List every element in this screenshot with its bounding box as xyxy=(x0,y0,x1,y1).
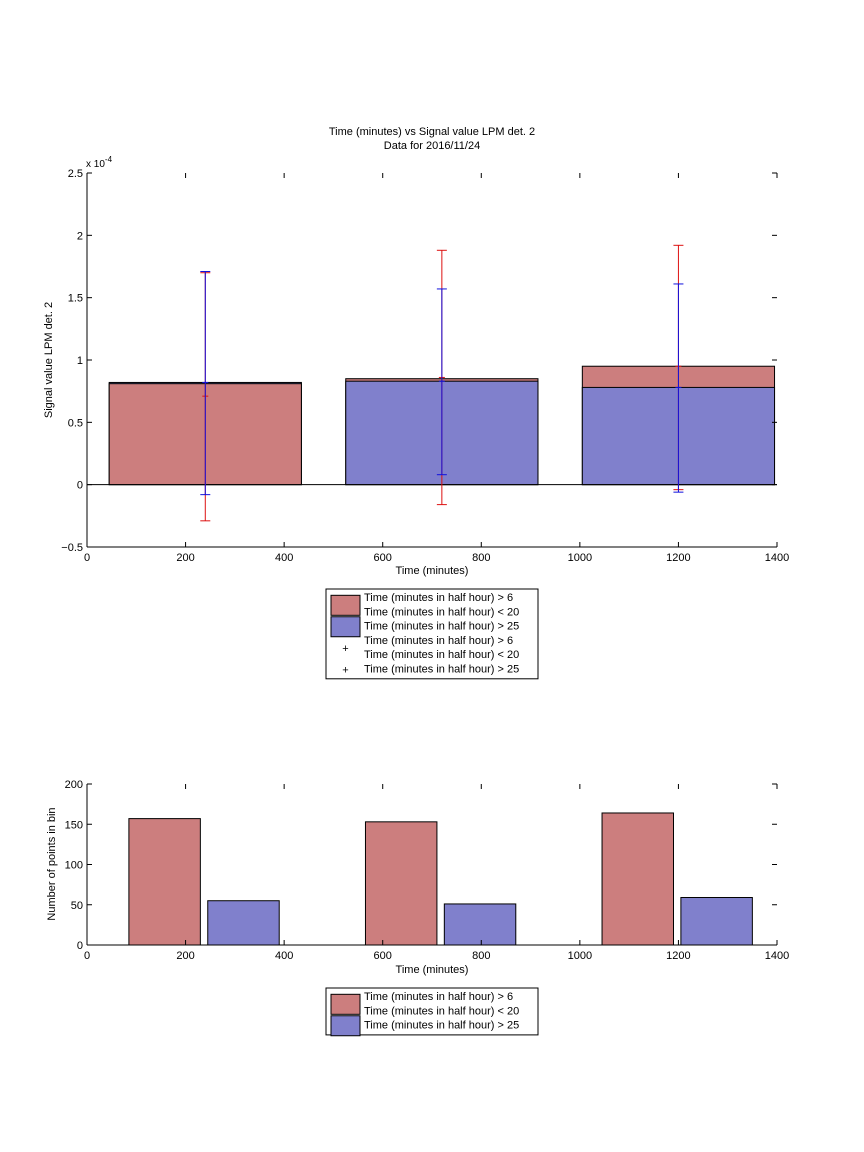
top-legend-label: Time (minutes in half hour) > 25 xyxy=(364,621,519,633)
bottom-legend-label: Time (minutes in half hour) > 25 xyxy=(364,1020,519,1032)
top-y-axis-label: Signal value LPM det. 2 xyxy=(43,302,55,418)
bottom-x-tick-label: 600 xyxy=(374,950,392,962)
top-x-tick-label: 1400 xyxy=(765,552,789,564)
bottom-legend: Time (minutes in half hour) > 6 Time (min… xyxy=(325,987,539,1037)
bottom-bar xyxy=(601,812,674,946)
top-legend-label: Time (minutes in half hour) < 20 xyxy=(364,649,519,661)
top-x-tick-label: 0 xyxy=(84,552,90,564)
bottom-y-tick-label: 200 xyxy=(65,779,83,791)
bottom-y-tick-label: 150 xyxy=(65,819,83,831)
bottom-x-tick-label: 0 xyxy=(84,950,90,962)
top-x-axis-label: Time (minutes) xyxy=(396,565,469,577)
bottom-bar xyxy=(443,903,517,946)
top-legend-label: Time (minutes in half hour) > 6 xyxy=(364,635,513,647)
top-x-tick-label: 400 xyxy=(275,552,293,564)
top-legend-label: Time (minutes in half hour) > 6 xyxy=(364,592,513,604)
top-plot-area: 0 200 400 600 800 1000 1200 1400−0.500.511.522.… xyxy=(61,168,789,564)
exponent-base: x 10 xyxy=(86,159,105,170)
top-x-tick-label: 1000 xyxy=(568,552,592,564)
top-y-tick-label: 2.5 xyxy=(68,168,83,180)
bottom-bar xyxy=(680,897,753,946)
top-legend-marker: + xyxy=(342,643,348,655)
top-legend-label: Time (minutes in half hour) > 25 xyxy=(364,664,519,676)
bottom-y-tick-label: 0 xyxy=(77,940,83,952)
top-y-tick-label: 2 xyxy=(77,230,83,242)
bottom-bar xyxy=(207,900,280,946)
top-y-tick-label: 0 xyxy=(77,480,83,492)
top-y-tick-label: 1 xyxy=(77,355,83,367)
top-x-tick-label: 800 xyxy=(472,552,490,564)
bottom-bar xyxy=(364,821,438,946)
bottom-x-tick-label: 1400 xyxy=(765,950,789,962)
top-y-tick-label: 1.5 xyxy=(68,293,83,305)
top-x-tick-label: 200 xyxy=(176,552,194,564)
top-y-tick-label: 0.5 xyxy=(68,417,83,429)
top-legend-swatch xyxy=(330,616,361,638)
top-axes-box xyxy=(87,173,777,547)
bottom-y-tick-label: 100 xyxy=(65,860,83,872)
bottom-y-axis-label: Number of points in bin xyxy=(46,807,58,920)
bottom-legend-swatch xyxy=(330,993,361,1015)
chart-subtitle: Data for 2016/11/24 xyxy=(384,140,480,152)
exponent-power: -4 xyxy=(105,155,113,164)
top-x-tick-label: 600 xyxy=(374,552,392,564)
bottom-x-axis-label: Time (minutes) xyxy=(396,964,469,976)
bottom-x-tick-label: 200 xyxy=(176,950,194,962)
bottom-x-tick-label: 800 xyxy=(472,950,490,962)
bottom-legend-swatch xyxy=(330,1015,361,1037)
top-legend-label: Time (minutes in half hour) < 20 xyxy=(364,606,519,618)
bottom-legend-label: Time (minutes in half hour) > 6 xyxy=(364,991,513,1003)
top-y-tick-label: −0.5 xyxy=(61,542,83,554)
bottom-legend-box xyxy=(325,987,539,1036)
bottom-x-tick-label: 1000 xyxy=(568,950,592,962)
bottom-legend-label: Time (minutes in half hour) < 20 xyxy=(364,1005,519,1017)
top-legend-swatch xyxy=(330,594,361,616)
bottom-x-tick-label: 1200 xyxy=(666,950,690,962)
exponent-label: x 10-4 xyxy=(86,155,113,170)
top-legend-box xyxy=(325,588,539,680)
bottom-x-tick-label: 400 xyxy=(275,950,293,962)
bottom-plot-area: 0 200 400 600 800 1000 1200 1400 0 50 100 150 200 xyxy=(65,779,790,962)
top-legend-marker: + xyxy=(342,665,348,677)
bottom-bar xyxy=(128,818,201,946)
chart-title: Time (minutes) vs Signal value LPM det. … xyxy=(329,126,535,138)
top-legend: Time (minutes in half hour) > 6 Time (min… xyxy=(325,588,539,680)
top-x-tick-label: 1200 xyxy=(666,552,690,564)
bottom-y-tick-label: 50 xyxy=(71,900,83,912)
